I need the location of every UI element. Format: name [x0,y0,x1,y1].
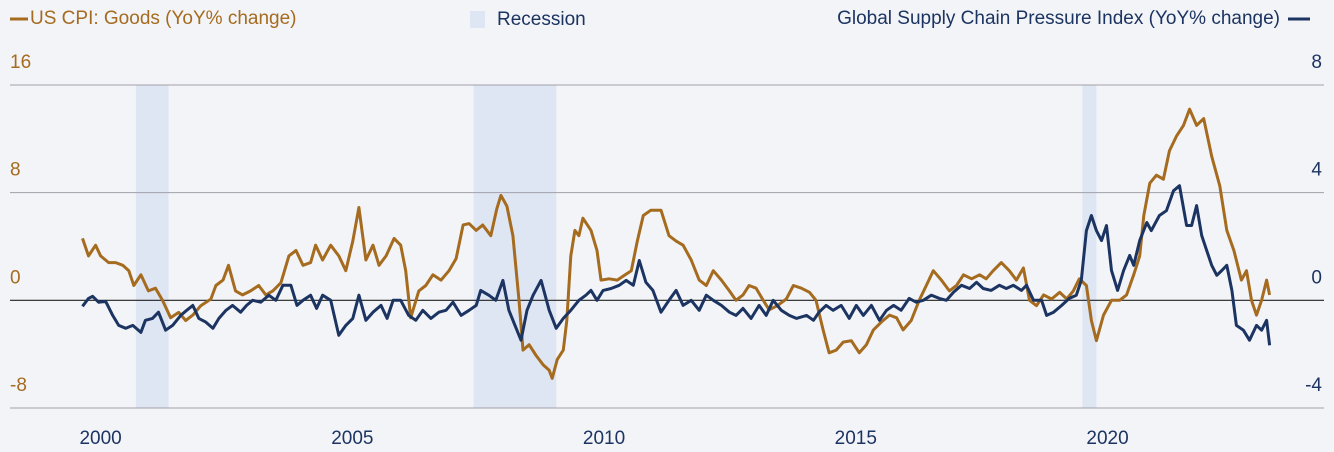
legend: US CPI: Goods (YoY% change) Recession Glob… [10,8,1310,30]
recession-band [135,85,169,408]
y2-tick-label: 0 [1311,267,1322,288]
y2-tick-label: 4 [1311,160,1322,181]
series-line [81,184,1272,346]
x-tick-label: 2010 [583,428,625,449]
x-tick-label: 2020 [1086,428,1128,449]
y-tick-label: -8 [10,375,27,396]
grid [10,84,1324,409]
x-tick-label: 2000 [79,428,121,449]
legend-label: Recession [497,9,586,30]
y-tick-label: 16 [10,52,31,73]
legend-label: Global Supply Chain Pressure Index (YoY%… [837,8,1280,29]
y-tick-label: 0 [10,267,21,288]
lines [81,107,1272,380]
y2-tick-label: -4 [1305,375,1322,396]
x-tick-label: 2015 [835,428,877,449]
legend-label: US CPI: Goods (YoY% change) [30,8,297,29]
recession-bands [135,85,1097,408]
y2-tick-label: 8 [1311,52,1322,73]
series-line [81,107,1272,380]
legend-swatch [470,11,485,28]
x-tick-label: 2005 [331,428,373,449]
y-tick-label: 8 [10,160,21,181]
labels: -8 0 8 16 -4 0 4 8 2000 2005 2010 2015 2020 [10,52,1322,449]
